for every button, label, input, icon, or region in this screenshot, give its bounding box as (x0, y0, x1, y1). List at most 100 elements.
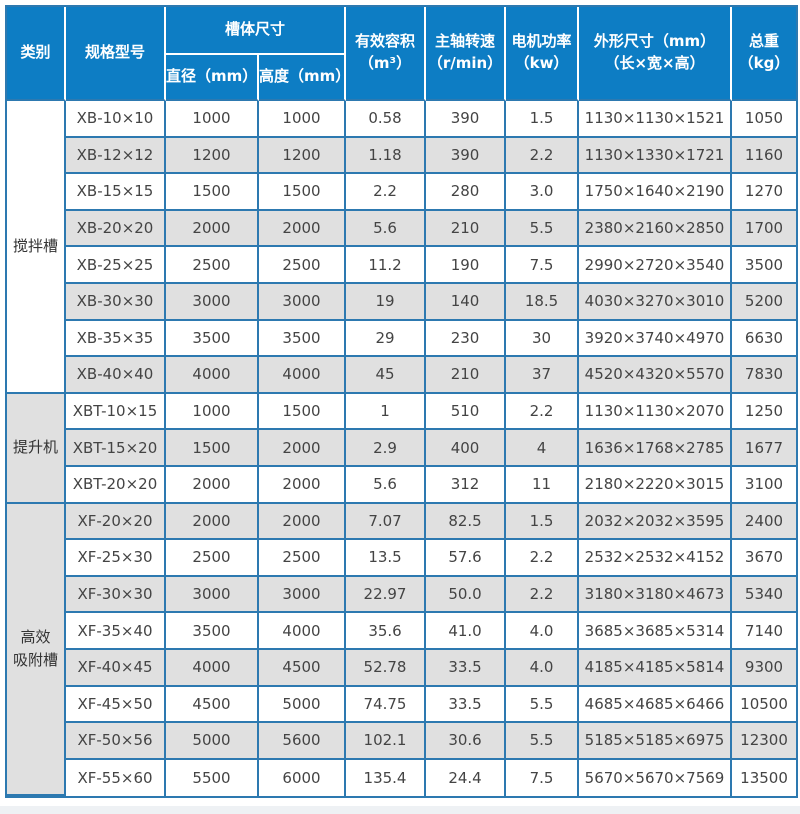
table-row: XF-45×50 4500 5000 74.75 33.5 5.5 4685×4685×64… (7, 686, 797, 724)
cell-dims: 5670×5670×7569 (579, 759, 733, 797)
category-cell: 高效 吸附槽 (7, 503, 66, 797)
category-cell: 搅拌槽 (7, 101, 66, 394)
cell-dims: 4185×4185×5814 (579, 649, 733, 687)
cell-volume: 5.6 (346, 466, 427, 504)
cell-diameter: 1000 (166, 101, 259, 138)
cell-model: XF-30×30 (66, 576, 166, 614)
cell-volume: 7.07 (346, 503, 427, 541)
cell-model: XF-45×50 (66, 686, 166, 724)
table-row: 搅拌槽 XB-10×10 1000 1000 0.58 390 1.5 1130×1130×1… (7, 101, 797, 394)
cell-power: 5.5 (506, 210, 580, 248)
cell-height: 1500 (259, 393, 347, 431)
cell-dims: 4685×4685×6466 (579, 686, 733, 724)
table-row: XF-30×30 3000 3000 22.97 50.0 2.2 3180×3180×46… (7, 576, 797, 614)
cell-volume: 52.78 (346, 649, 427, 687)
cell-power: 5.5 (506, 723, 580, 760)
cell-model: XF-50×56 (66, 723, 166, 760)
category-label-line: 搅拌槽 (12, 237, 58, 256)
cell-dims: 1750×1640×2190 (579, 174, 733, 211)
cell-power: 1.5 (506, 503, 580, 541)
cell-height: 3500 (259, 320, 347, 358)
cell-dims: 1130×1330×1721 (579, 137, 733, 175)
cell-height: 5000 (259, 686, 347, 724)
cell-diameter: 5000 (166, 723, 259, 760)
cell-height: 1000 (259, 101, 347, 138)
cell-diameter: 1200 (166, 137, 259, 175)
cell-weight: 7140 (732, 613, 797, 650)
cell-dims: 1636×1768×2785 (579, 430, 733, 467)
cell-speed: 510 (426, 393, 507, 431)
cell-weight: 5340 (732, 576, 797, 614)
cell-power: 2.2 (506, 540, 580, 577)
cell-height: 2000 (259, 466, 347, 504)
cell-dims: 4030×3270×3010 (579, 283, 733, 321)
spec-table-body: 搅拌槽 XB-10×10 1000 1000 0.58 390 1.5 1130×1130×1… (7, 101, 797, 797)
cell-volume: 74.75 (346, 686, 427, 724)
cell-model: XBT-10×15 (66, 393, 166, 431)
category-label-line: 提升机 (12, 438, 58, 457)
col-header-weight: 总重 （kg） (732, 7, 797, 101)
table-row: XB-20×20 2000 2000 5.6 210 5.5 2380×2160×2850 1… (7, 210, 797, 248)
table-row: XF-25×30 2500 2500 13.5 57.6 2.2 2532×2532×415… (7, 540, 797, 577)
cell-speed: 390 (426, 101, 507, 138)
cell-diameter: 3500 (166, 613, 259, 650)
cell-speed: 312 (426, 466, 507, 504)
category-label-line: 吸附槽 (12, 650, 58, 669)
cell-height: 2000 (259, 430, 347, 467)
cell-diameter: 2500 (166, 540, 259, 577)
cell-diameter: 3000 (166, 576, 259, 614)
page-bottom-strip (0, 806, 800, 814)
cell-dims: 2532×2532×4152 (579, 540, 733, 577)
cell-model: XB-15×15 (66, 174, 166, 211)
cell-diameter: 4000 (166, 649, 259, 687)
table-row: XBT-20×20 2000 2000 5.6 312 11 2180×2220×3015 3… (7, 466, 797, 504)
cell-weight: 6630 (732, 320, 797, 358)
cell-model: XB-35×35 (66, 320, 166, 358)
category-cell: 提升机 (7, 393, 66, 504)
table-row: XB-40×40 4000 4000 45 210 37 4520×4320×5570 783… (7, 357, 797, 394)
cell-volume: 1 (346, 393, 427, 431)
cell-speed: 400 (426, 430, 507, 467)
col-header-power-line2: （kw） (514, 54, 569, 72)
cell-weight: 7830 (732, 357, 797, 394)
col-header-category: 类别 (7, 7, 66, 101)
cell-dims: 2380×2160×2850 (579, 210, 733, 248)
cell-dims: 3180×3180×4673 (579, 576, 733, 614)
table-row: XF-35×40 3500 4000 35.6 41.0 4.0 3685×3685×531… (7, 613, 797, 650)
col-header-dims: 外形尺寸（mm） （长×宽×高） (579, 7, 733, 101)
cell-power: 4.0 (506, 613, 580, 650)
cell-height: 4000 (259, 613, 347, 650)
cell-power: 4.0 (506, 649, 580, 687)
cell-height: 2500 (259, 247, 347, 284)
cell-weight: 1160 (732, 137, 797, 175)
cell-speed: 82.5 (426, 503, 507, 541)
cell-speed: 210 (426, 210, 507, 248)
col-header-height: 高度（mm） (259, 55, 350, 101)
col-header-weight-line2: （kg） (738, 54, 790, 72)
table-row: 提升机 XBT-10×15 1000 1500 1 510 2.2 1130×1130×207… (7, 393, 797, 504)
cell-model: XB-40×40 (66, 357, 166, 394)
cell-height: 3000 (259, 576, 347, 614)
table-row: 高效 吸附槽 XF-20×20 2000 2000 7.07 82.5 1.5 2032×203… (7, 503, 797, 797)
cell-power: 7.5 (506, 247, 580, 284)
cell-model: XF-40×45 (66, 649, 166, 687)
cell-diameter: 3000 (166, 283, 259, 321)
cell-model: XBT-15×20 (66, 430, 166, 467)
cell-model: XBT-20×20 (66, 466, 166, 504)
category-label-line: 高效 (20, 628, 51, 647)
table-row: XF-40×45 4000 4500 52.78 33.5 4.0 4185×4185×58… (7, 649, 797, 687)
cell-volume: 5.6 (346, 210, 427, 248)
cell-height: 4500 (259, 649, 347, 687)
table-row: XB-15×15 1500 1500 2.2 280 3.0 1750×1640×2190 1… (7, 174, 797, 211)
col-header-speed-line2: （r/min） (427, 54, 503, 72)
cell-weight: 13500 (732, 759, 797, 797)
cell-power: 7.5 (506, 759, 580, 797)
cell-weight: 12300 (732, 723, 797, 760)
cell-power: 2.2 (506, 393, 580, 431)
cell-volume: 35.6 (346, 613, 427, 650)
cell-model: XF-25×30 (66, 540, 166, 577)
col-header-power: 电机功率 （kw） (506, 7, 580, 101)
cell-height: 2500 (259, 540, 347, 577)
table-row: XB-12×12 1200 1200 1.18 390 2.2 1130×1330×1721… (7, 137, 797, 175)
